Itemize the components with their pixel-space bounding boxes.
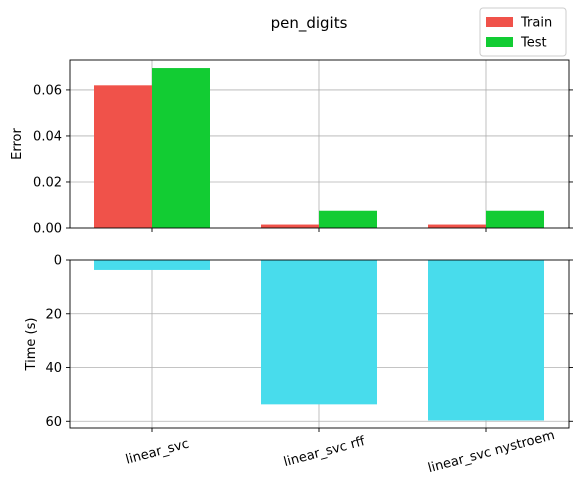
bottom-y-tick-label: 60 bbox=[45, 415, 62, 430]
bar-test-1 bbox=[319, 210, 377, 228]
top-y-tick-label: 0.06 bbox=[33, 83, 62, 98]
bar-time-2 bbox=[428, 260, 544, 421]
bottom-y-tick-label: 0 bbox=[54, 254, 62, 269]
legend-label-train: Train bbox=[520, 16, 552, 31]
legend-swatch-train bbox=[486, 17, 513, 27]
top-y-tick-label: 0.02 bbox=[33, 175, 62, 190]
legend-label-test: Test bbox=[520, 36, 547, 51]
bottom-axes-frame bbox=[69, 259, 570, 429]
bar-time-0 bbox=[94, 260, 210, 270]
top-axes-frame bbox=[69, 59, 570, 229]
bottom-y-tick-label: 20 bbox=[45, 307, 62, 322]
x-tick-label: linear_svc rff bbox=[282, 434, 367, 470]
bar-test-0 bbox=[152, 68, 210, 228]
x-tick-label: linear_svc nystroem bbox=[426, 428, 556, 476]
x-tick-label: linear_svc bbox=[124, 436, 191, 467]
bottom-y-axis-label: Time (s) bbox=[24, 318, 39, 372]
legend-swatch-test bbox=[486, 37, 513, 47]
bar-train-0 bbox=[94, 85, 152, 229]
bar-train-1 bbox=[261, 224, 319, 228]
bar-train-2 bbox=[428, 224, 486, 228]
bottom-y-tick-label: 40 bbox=[45, 361, 62, 376]
bar-test-2 bbox=[486, 210, 544, 228]
top-y-tick-label: 0.04 bbox=[33, 129, 62, 144]
bar-time-1 bbox=[261, 260, 377, 405]
top-y-axis-label: Error bbox=[10, 128, 25, 160]
top-y-tick-label: 0.00 bbox=[33, 222, 62, 237]
chart-title: pen_digits bbox=[271, 14, 348, 33]
